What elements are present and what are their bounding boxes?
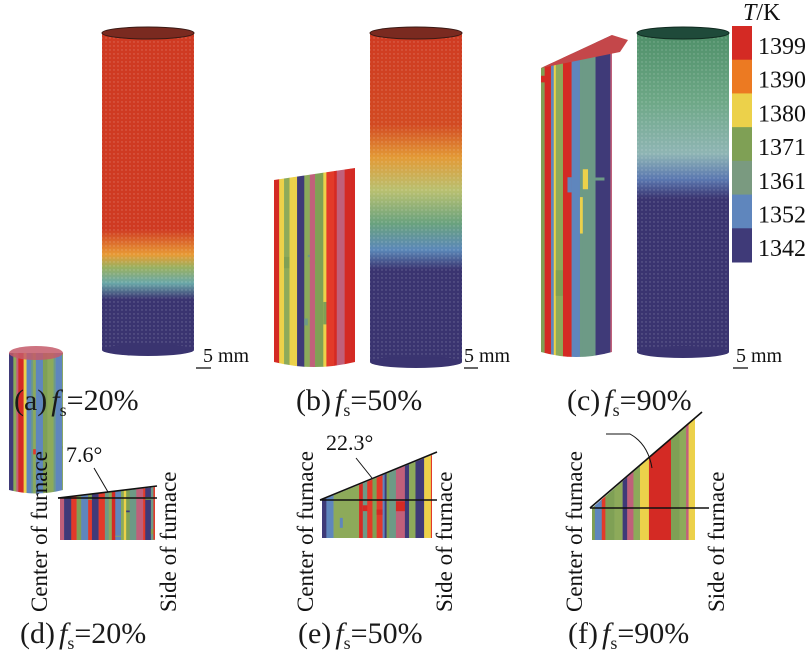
colorbar-swatch: [732, 160, 752, 196]
side-label-side: Side of furnace: [704, 472, 729, 613]
solid-column-b: [274, 168, 355, 367]
svg-text:5 mm: 5 mm: [203, 345, 250, 367]
side-label-center: Center of furnace: [27, 451, 52, 612]
colorbar-tick-label: 1390: [758, 68, 806, 94]
cross-section-e: [322, 455, 432, 538]
liquid-column-b: [369, 26, 463, 368]
svg-text:5 mm: 5 mm: [736, 345, 783, 367]
solid-column-c: [541, 35, 612, 357]
side-label-side: Side of furnace: [156, 472, 181, 613]
side-label-center: Center of furnace: [293, 451, 318, 612]
svg-text:5 mm: 5 mm: [464, 345, 511, 367]
panel-label-top: (a) fs=20%: [14, 384, 139, 420]
colorbar-swatch: [732, 59, 752, 94]
colorbar-tick-label: 1380: [758, 101, 806, 127]
colorbar-tick-label: 1342: [758, 236, 806, 262]
cross-section-d: [60, 487, 155, 540]
panel-label-top: (b) fs=50%: [296, 384, 422, 420]
colorbar-tick-label: 1371: [758, 135, 806, 161]
angle-lines-d: [57, 467, 158, 499]
colorbar-tick-label: 1361: [758, 169, 806, 195]
solid-top-a: [9, 346, 63, 360]
angle-lines-e: [319, 451, 438, 501]
angle-label-e: 22.3°: [326, 430, 373, 455]
colorbar-swatch: [732, 127, 752, 162]
scale-bar-c: 5 mm: [733, 345, 783, 369]
angle-lines-f: [589, 411, 709, 509]
liquid-column-a: [101, 26, 195, 356]
colorbar-tick-label: 1399: [758, 34, 806, 60]
colorbar-swatch: [732, 228, 752, 263]
panel-label-bottom: (f) fs=90%: [568, 617, 689, 653]
angle-label-d: 7.6°: [66, 442, 102, 467]
colorbar-swatch: [732, 26, 752, 61]
liquid-column-c: [636, 26, 730, 358]
colorbar: T/K 1399 1390 1380 1371 1361 1352 1342: [732, 0, 806, 263]
side-label-center: Center of furnace: [562, 451, 587, 612]
panel-label-bottom: (e) fs=50%: [298, 617, 423, 653]
solid-column-a: [9, 353, 63, 494]
side-label-side: Side of furnace: [432, 472, 457, 613]
colorbar-tick-label: 1352: [758, 202, 806, 228]
scale-bar-b: 5 mm: [464, 345, 511, 369]
colorbar-title: T/K: [743, 0, 781, 26]
panel-label-top: (c) fs=90%: [567, 384, 692, 420]
solid-top-c: [541, 35, 628, 68]
colorbar-swatch: [732, 194, 752, 229]
panel-label-bottom: (d) fs=20%: [20, 617, 146, 653]
colorbar-swatch: [732, 93, 752, 128]
scale-bar-a: 5 mm: [196, 345, 250, 369]
